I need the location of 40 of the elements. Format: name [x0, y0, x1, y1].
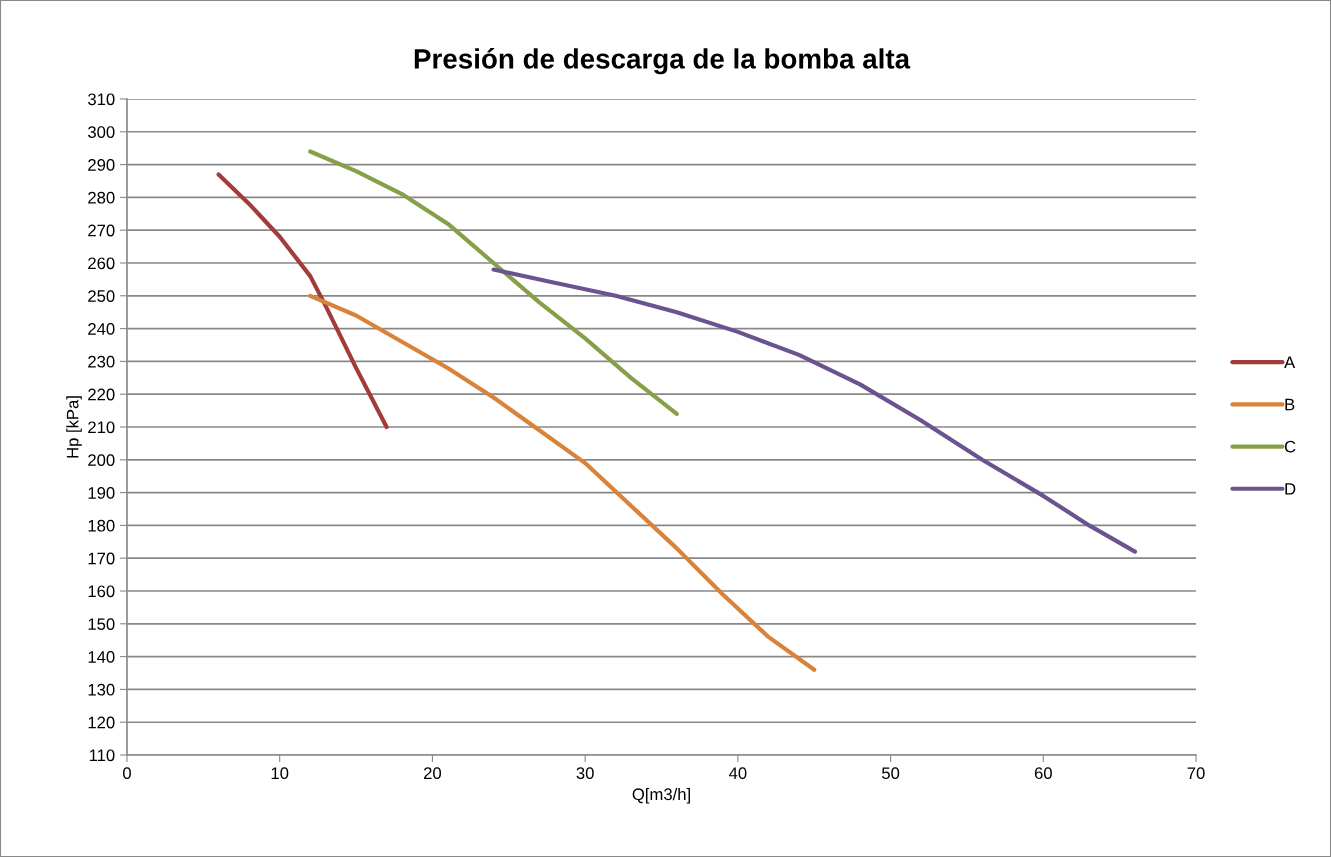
y-tick-label: 280 — [88, 191, 115, 204]
x-tick-label: 60 — [1034, 767, 1052, 780]
y-tick-label: 110 — [89, 749, 115, 762]
y-tick-label: 240 — [88, 323, 115, 335]
line-series — [491, 267, 1138, 554]
y-tick-label: 310 — [88, 93, 115, 106]
y-tick-label: 150 — [88, 618, 115, 631]
y-tick-label: 140 — [88, 651, 115, 663]
legend-label: D — [1285, 483, 1296, 495]
y-tick-label: 230 — [88, 355, 115, 368]
x-tick-label: 70 — [1187, 767, 1205, 780]
y-tick-label: 250 — [88, 290, 115, 302]
y-tick-label: 200 — [88, 454, 115, 467]
y-axis-title: Hp [kPa] — [66, 396, 82, 458]
y-tick-label: 270 — [88, 224, 115, 237]
y-tick-label: 210 — [88, 421, 115, 434]
x-tick-label: 30 — [576, 767, 594, 780]
y-tick-label: 220 — [88, 388, 115, 401]
y-tick-label: 190 — [88, 487, 115, 499]
legend-label: A — [1284, 356, 1296, 369]
x-tick-label: 20 — [423, 767, 442, 780]
legend-label: C — [1284, 440, 1296, 453]
x-tick-label: 0 — [122, 767, 131, 780]
chart-title: Presión de descarga de la bomba alta — [414, 48, 911, 75]
legend-label: B — [1285, 398, 1295, 411]
x-axis-title: Q[m3/h] — [632, 787, 690, 804]
x-tick-label: 10 — [271, 767, 289, 780]
y-tick-label: 300 — [88, 126, 115, 138]
y-tick-label: 130 — [88, 683, 115, 696]
y-tick-label: 290 — [88, 158, 115, 171]
x-tick-label: 50 — [881, 767, 900, 780]
line-series — [308, 149, 679, 416]
y-tick-label: 260 — [88, 257, 115, 270]
line-series — [216, 172, 389, 430]
line-series — [308, 293, 817, 672]
y-tick-label: 170 — [88, 552, 115, 565]
y-tick-label: 160 — [88, 585, 115, 598]
x-tick-label: 40 — [728, 767, 747, 780]
y-tick-label: 120 — [88, 716, 115, 729]
y-tick-label: 180 — [88, 519, 115, 532]
